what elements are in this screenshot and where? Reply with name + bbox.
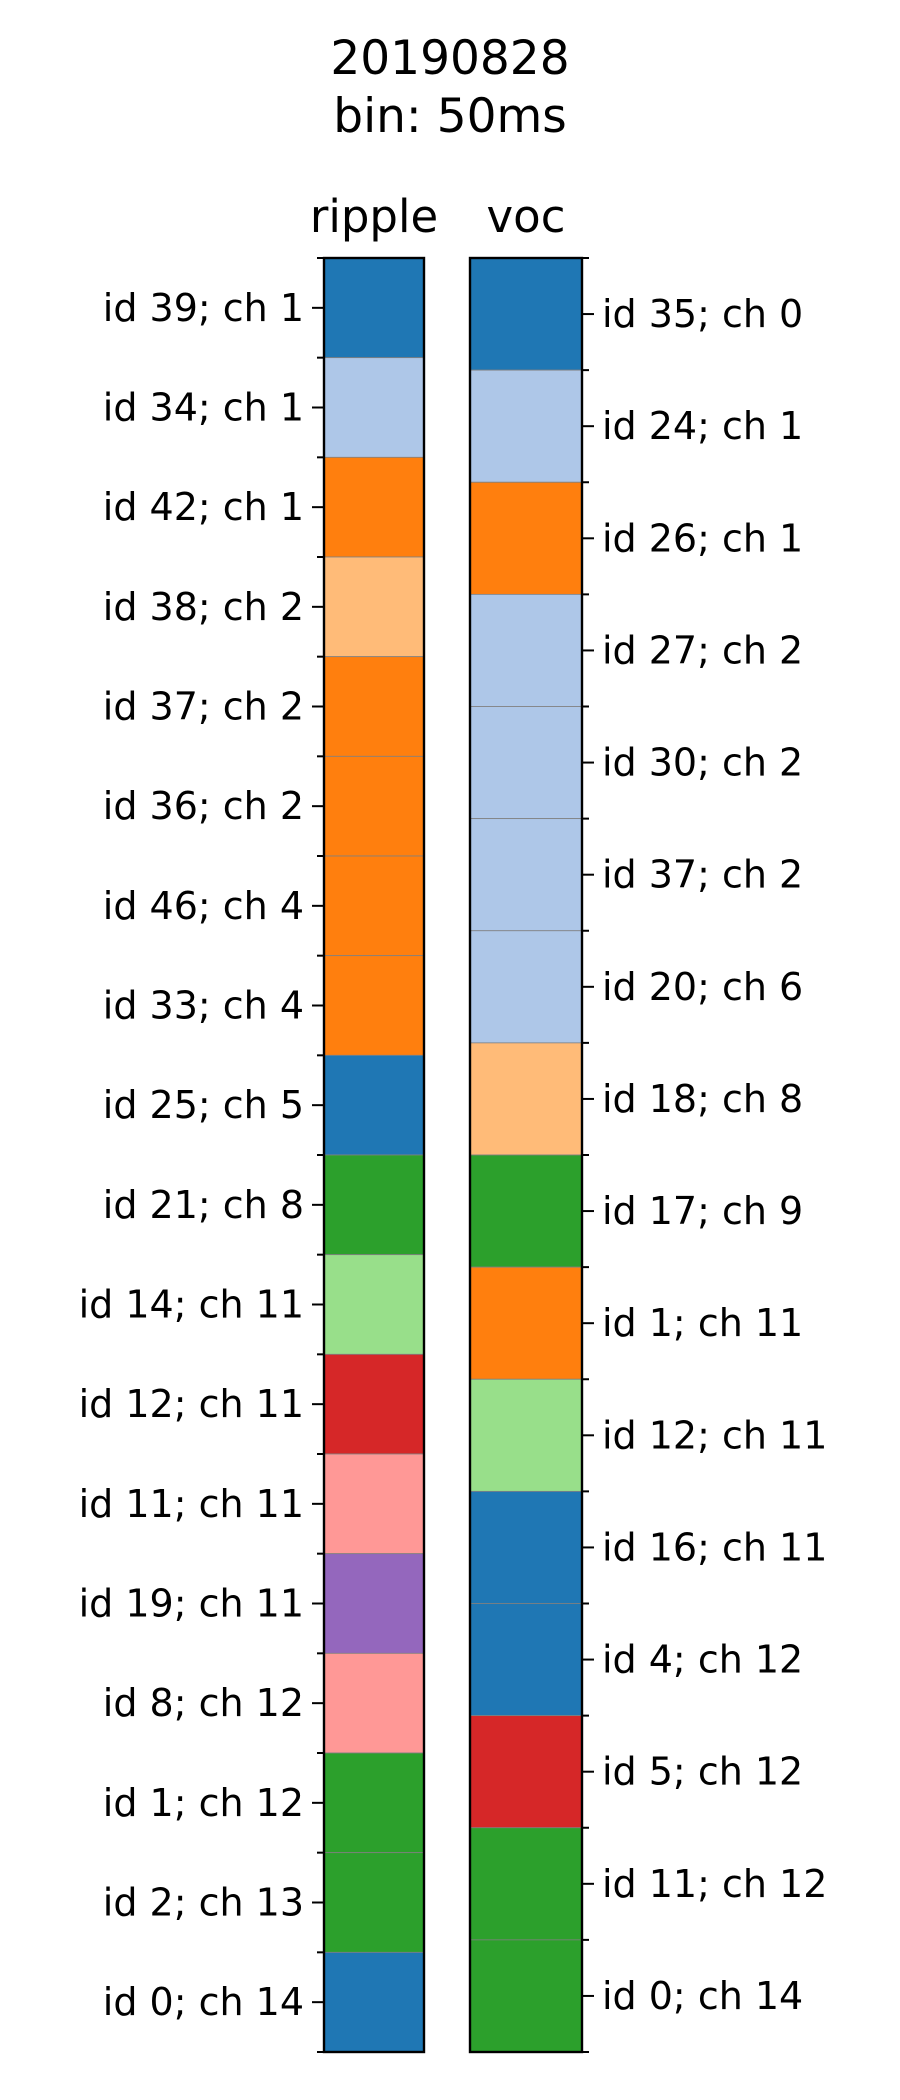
cell-voc-2 <box>469 481 583 595</box>
tick-label-voc-10: id 12; ch 11 <box>602 1413 827 1457</box>
cell-voc-12 <box>469 1603 583 1717</box>
tick-label-ripple-17: id 0; ch 14 <box>103 1980 304 2024</box>
cell-ripple-3 <box>323 556 425 658</box>
tick-label-ripple-9: id 21; ch 8 <box>103 1183 304 1227</box>
tick-label-ripple-11: id 12; ch 11 <box>79 1382 304 1426</box>
tick-label-ripple-5: id 36; ch 2 <box>103 784 304 828</box>
chart-title: 20190828 bin: 50ms <box>0 30 900 146</box>
cell-voc-10 <box>469 1378 583 1492</box>
tick-label-voc-4: id 30; ch 2 <box>602 741 803 785</box>
cell-voc-0 <box>469 257 583 371</box>
tick-label-voc-2: id 26; ch 1 <box>602 516 803 560</box>
tick-label-ripple-14: id 8; ch 12 <box>103 1681 304 1725</box>
chart-title-bin: bin: 50ms <box>333 89 567 144</box>
tick-label-voc-14: id 11; ch 12 <box>602 1862 827 1906</box>
cell-voc-13 <box>469 1715 583 1829</box>
tick-label-voc-11: id 16; ch 11 <box>602 1525 827 1569</box>
tick-label-voc-0: id 35; ch 0 <box>602 292 803 336</box>
tick-label-voc-6: id 20; ch 6 <box>602 965 803 1009</box>
tick-label-voc-5: id 37; ch 2 <box>602 853 803 897</box>
cell-ripple-10 <box>323 1254 425 1355</box>
cell-voc-4 <box>469 706 583 820</box>
cell-voc-8 <box>469 1154 583 1268</box>
tick-label-ripple-13: id 19; ch 11 <box>79 1582 304 1626</box>
panel-title-voc: voc <box>487 190 566 243</box>
tick-label-voc-7: id 18; ch 8 <box>602 1077 803 1121</box>
tick-label-ripple-3: id 38; ch 2 <box>103 585 304 629</box>
cell-voc-15 <box>469 1939 583 2053</box>
cell-ripple-9 <box>323 1154 425 1256</box>
tick-label-ripple-2: id 42; ch 1 <box>103 485 304 529</box>
cell-voc-6 <box>469 930 583 1044</box>
cell-ripple-2 <box>323 456 425 558</box>
cell-ripple-6 <box>323 855 425 957</box>
cell-ripple-5 <box>323 755 425 857</box>
cell-voc-5 <box>469 818 583 932</box>
panel-voc: voc id 35; ch 0 id 24; ch 1 id 26; ch 1 id 2… <box>468 190 827 2054</box>
cell-ripple-0 <box>323 257 425 359</box>
cell-voc-11 <box>469 1490 583 1604</box>
cell-ripple-7 <box>323 955 425 1056</box>
cell-voc-9 <box>469 1266 583 1380</box>
cell-ripple-14 <box>323 1652 425 1754</box>
tick-label-ripple-1: id 34; ch 1 <box>103 386 304 430</box>
tick-label-ripple-6: id 46; ch 4 <box>103 884 304 928</box>
tick-label-ripple-15: id 1; ch 12 <box>103 1781 304 1825</box>
cell-ripple-17 <box>323 1951 425 2053</box>
tick-label-voc-3: id 27; ch 2 <box>602 628 803 672</box>
tick-label-voc-12: id 4; ch 12 <box>602 1638 803 1682</box>
cell-voc-3 <box>469 593 583 707</box>
panel-title-ripple: ripple <box>310 190 438 243</box>
cell-ripple-11 <box>323 1353 425 1455</box>
cell-voc-1 <box>469 369 583 483</box>
tick-label-ripple-16: id 2; ch 13 <box>103 1881 304 1925</box>
tick-label-voc-15: id 0; ch 14 <box>602 1974 803 2018</box>
tick-label-ripple-10: id 14; ch 11 <box>79 1283 304 1327</box>
chart-title-date: 20190828 <box>330 31 570 86</box>
cell-ripple-16 <box>323 1852 425 1953</box>
cell-ripple-13 <box>323 1553 425 1654</box>
tick-label-voc-9: id 1; ch 11 <box>602 1301 803 1345</box>
tick-label-ripple-4: id 37; ch 2 <box>103 685 304 729</box>
cell-ripple-15 <box>323 1752 425 1854</box>
tick-label-ripple-7: id 33; ch 4 <box>103 984 304 1028</box>
tick-label-ripple-0: id 39; ch 1 <box>103 286 304 330</box>
cell-voc-7 <box>469 1042 583 1156</box>
cell-ripple-4 <box>323 656 425 757</box>
tick-label-voc-8: id 17; ch 9 <box>602 1189 803 1233</box>
tick-label-ripple-8: id 25; ch 5 <box>103 1083 304 1127</box>
cell-ripple-1 <box>323 357 425 458</box>
cell-ripple-12 <box>323 1453 425 1555</box>
tick-label-voc-13: id 5; ch 12 <box>602 1750 803 1794</box>
tick-label-ripple-12: id 11; ch 11 <box>79 1482 304 1526</box>
cell-voc-14 <box>469 1827 583 1941</box>
cell-ripple-8 <box>323 1054 425 1156</box>
tick-label-voc-1: id 24; ch 1 <box>602 404 803 448</box>
